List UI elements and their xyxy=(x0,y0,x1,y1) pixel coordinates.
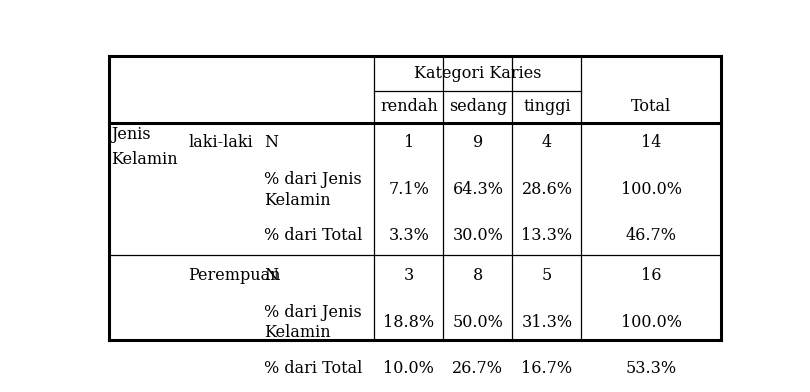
Text: 16.7%: 16.7% xyxy=(522,360,573,377)
Text: Total: Total xyxy=(631,98,671,115)
Text: 50.0%: 50.0% xyxy=(453,314,503,331)
Text: 31.3%: 31.3% xyxy=(522,314,573,331)
Text: 46.7%: 46.7% xyxy=(626,227,677,244)
Text: rendah: rendah xyxy=(380,98,437,115)
Text: N: N xyxy=(264,267,278,284)
Text: 14: 14 xyxy=(642,134,662,151)
Text: % dari Total: % dari Total xyxy=(264,227,362,244)
Text: tinggi: tinggi xyxy=(523,98,571,115)
Text: 13.3%: 13.3% xyxy=(522,227,573,244)
Text: 3: 3 xyxy=(403,267,414,284)
Text: 26.7%: 26.7% xyxy=(453,360,503,377)
Text: 100.0%: 100.0% xyxy=(621,181,682,198)
Text: Perempuan: Perempuan xyxy=(189,267,281,284)
Text: 64.3%: 64.3% xyxy=(453,181,503,198)
Text: 1: 1 xyxy=(403,134,414,151)
Text: laki-laki: laki-laki xyxy=(189,134,254,151)
Text: Jenis: Jenis xyxy=(111,125,151,143)
Text: 18.8%: 18.8% xyxy=(383,314,434,331)
Text: 53.3%: 53.3% xyxy=(626,360,677,377)
Text: 100.0%: 100.0% xyxy=(621,314,682,331)
Text: 30.0%: 30.0% xyxy=(453,227,503,244)
Text: Kelamin: Kelamin xyxy=(111,151,178,168)
Text: 8: 8 xyxy=(473,267,483,284)
Text: 16: 16 xyxy=(642,267,662,284)
Text: % dari Total: % dari Total xyxy=(264,360,362,377)
Text: 9: 9 xyxy=(473,134,483,151)
Text: 10.0%: 10.0% xyxy=(383,360,434,377)
Text: sedang: sedang xyxy=(449,98,507,115)
Text: 7.1%: 7.1% xyxy=(389,181,429,198)
Text: % dari Jenis
Kelamin: % dari Jenis Kelamin xyxy=(264,171,361,209)
Text: % dari Jenis
Kelamin: % dari Jenis Kelamin xyxy=(264,303,361,341)
Text: 28.6%: 28.6% xyxy=(522,181,573,198)
Text: N: N xyxy=(264,134,278,151)
Text: 3.3%: 3.3% xyxy=(389,227,429,244)
Text: 4: 4 xyxy=(542,134,552,151)
Text: Kategori Karies: Kategori Karies xyxy=(414,65,542,82)
Text: 5: 5 xyxy=(542,267,552,284)
